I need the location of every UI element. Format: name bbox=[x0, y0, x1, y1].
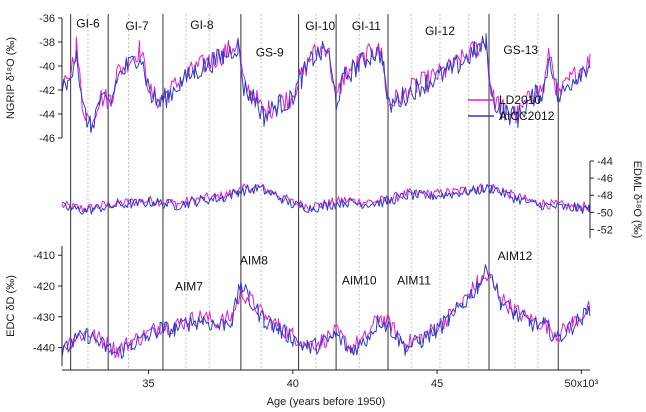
series-aicc2012-ngrip-line bbox=[61, 33, 591, 133]
series-ld2010-edc-line bbox=[61, 270, 591, 359]
event-label-gi-10: GI-10 bbox=[305, 19, 335, 33]
event-label-aim11: AIM11 bbox=[397, 273, 431, 287]
x-axis-title: Age (years before 1950) bbox=[267, 396, 386, 408]
edc-y-axis-title: EDC δD (‰) bbox=[5, 275, 17, 337]
event-label-aim10: AIM10 bbox=[342, 273, 377, 287]
event-label-aim8: AIM8 bbox=[240, 253, 268, 267]
event-label-gi-8: GI-8 bbox=[190, 18, 214, 32]
ngrip-y-tick-label: -36 bbox=[39, 13, 55, 25]
x-tick-label: 50x10³ bbox=[565, 378, 599, 390]
event-label-gi-7: GI-7 bbox=[125, 19, 149, 33]
edc-y-tick-label: -440 bbox=[33, 343, 55, 355]
edc-y-tick-label: -420 bbox=[33, 281, 55, 293]
event-label-gi-11: GI-11 bbox=[352, 19, 381, 33]
series-aicc2012-edml-line bbox=[61, 184, 591, 215]
edml-y-tick-label: -44 bbox=[597, 156, 613, 168]
legend-label-aicc2012: AICC2012 bbox=[499, 109, 555, 123]
edc-y-tick-label: -410 bbox=[33, 250, 55, 262]
event-label-aim7: AIM7 bbox=[175, 280, 203, 294]
x-tick-label: 35 bbox=[142, 378, 154, 390]
ngrip-y-tick-label: -44 bbox=[39, 109, 55, 121]
x-tick-label: 40 bbox=[287, 378, 299, 390]
event-label-aim12: AIM12 bbox=[498, 249, 533, 263]
ngrip-y-tick-label: -42 bbox=[39, 85, 55, 97]
event-label-gi-12: GI-12 bbox=[425, 24, 455, 38]
series-aicc2012-edc-line bbox=[61, 264, 591, 359]
event-label-gs-13: GS-13 bbox=[503, 43, 538, 57]
event-label-gi-6: GI-6 bbox=[76, 17, 100, 31]
ngrip-y-tick-label: -38 bbox=[39, 37, 55, 49]
ngrip-y-tick-label: -46 bbox=[39, 133, 55, 145]
ngrip-y-axis-title: NGRIP δ¹⁸O (‰) bbox=[5, 37, 17, 119]
ngrip-y-tick-label: -40 bbox=[39, 61, 55, 73]
edml-y-tick-label: -46 bbox=[597, 173, 613, 185]
edml-y-axis-title: EDML δ¹⁸O (‰) bbox=[631, 161, 643, 239]
edml-y-tick-label: -50 bbox=[597, 207, 613, 219]
x-tick-label: 45 bbox=[431, 378, 443, 390]
event-label-gs-9: GS-9 bbox=[256, 45, 284, 59]
edml-y-tick-label: -48 bbox=[597, 190, 613, 202]
edml-y-tick-label: -52 bbox=[597, 224, 613, 236]
legend-label-ld2010: LD2010 bbox=[499, 93, 541, 107]
edc-y-tick-label: -430 bbox=[33, 312, 55, 324]
